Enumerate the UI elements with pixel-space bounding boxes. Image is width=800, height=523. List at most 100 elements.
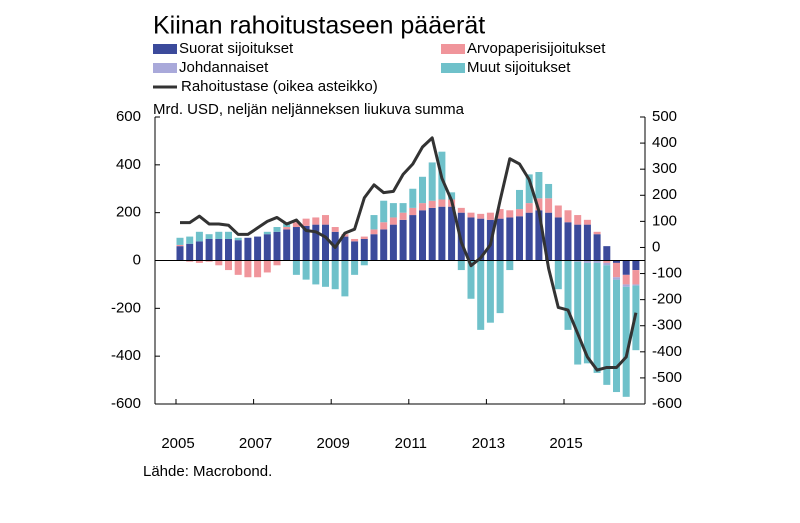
bar-segment	[399, 212, 407, 220]
bar-segment	[583, 219, 591, 225]
bar-segment	[225, 260, 232, 271]
bar-segment	[535, 172, 543, 199]
bar-segment	[360, 260, 368, 266]
bar-segment	[516, 189, 523, 210]
bar-segment	[360, 238, 368, 261]
bar-segment	[215, 260, 223, 266]
y2-tick-label: 0	[652, 238, 660, 255]
y2-tick-label: -100	[652, 265, 682, 282]
y-tick-label: -200	[111, 299, 141, 316]
y2-tick-label: -600	[652, 395, 682, 412]
chart-title: Kiinan rahoitustaseen pääerät	[153, 12, 485, 40]
bar-segment	[380, 229, 388, 261]
bar-segment	[632, 284, 640, 286]
bar-segment	[322, 215, 329, 225]
bar-segment	[215, 238, 223, 261]
bar-segment	[603, 262, 611, 266]
bar-segment	[603, 265, 611, 385]
x-tick-label: 2009	[317, 435, 350, 452]
bar-segment	[195, 231, 203, 242]
bar-segment	[438, 199, 446, 207]
bar-segment	[496, 218, 504, 261]
bar-segment	[351, 260, 359, 275]
bar-segment	[380, 222, 388, 230]
bar-segment	[554, 217, 562, 261]
bar-segment	[545, 198, 553, 213]
bar-segment	[583, 224, 591, 261]
bar-segment	[244, 260, 252, 278]
y-tick-label: 400	[116, 156, 141, 173]
bar-segment	[525, 203, 533, 213]
bar-segment	[467, 260, 475, 299]
bar-segment	[486, 212, 494, 220]
bar-segment	[564, 260, 572, 330]
bar-segment	[292, 227, 300, 261]
bar-segment	[622, 274, 630, 285]
bar-segment	[477, 213, 485, 219]
bar-segment	[225, 238, 232, 261]
bar-segment	[457, 260, 465, 271]
bar-segment	[244, 237, 252, 261]
bar-segment	[574, 261, 582, 365]
bar-segment	[574, 260, 582, 262]
bar-segment	[263, 260, 271, 273]
bar-segment	[535, 198, 543, 211]
bar-segment	[467, 212, 475, 218]
bar-segment	[477, 218, 485, 261]
bar-segment	[302, 260, 310, 280]
bar-segment	[516, 209, 523, 217]
bar-segment	[506, 260, 514, 271]
bar-segment	[283, 227, 291, 230]
bar-segment	[428, 200, 436, 208]
y-tick-label: 0	[133, 251, 141, 268]
bar-segment	[254, 236, 262, 261]
y2-tick-label: 200	[652, 186, 677, 203]
bar-segment	[564, 222, 572, 261]
bar-segment	[545, 183, 553, 199]
legend-label: Muut sijoitukset	[467, 59, 571, 76]
bar-segment	[554, 260, 562, 290]
bar-segment	[273, 227, 281, 232]
bar-segment	[409, 215, 417, 261]
bar-segment	[234, 237, 242, 241]
bar-segment	[370, 215, 378, 230]
legend-swatch	[441, 44, 465, 54]
y2-tick-label: -500	[652, 369, 682, 386]
x-tick-label: 2015	[549, 435, 582, 452]
bar-segment	[389, 224, 397, 261]
bar-segment	[234, 240, 242, 261]
bar-segment	[312, 224, 320, 261]
x-tick-label: 2013	[472, 435, 505, 452]
bar-segment	[370, 229, 378, 235]
bar-segment	[380, 200, 388, 223]
legend-swatch	[153, 44, 177, 54]
y-tick-label: 200	[116, 204, 141, 221]
bar-segment	[254, 260, 262, 278]
bar-segment	[603, 260, 611, 263]
y-tick-label: -400	[111, 347, 141, 364]
bar-segment	[302, 218, 310, 226]
line	[180, 136, 638, 372]
legend-label: Suorat sijoitukset	[179, 40, 294, 57]
bar-segment	[389, 203, 397, 218]
y2-tick-label: -400	[652, 343, 682, 360]
bar-segment	[554, 205, 562, 218]
y2-tick-label: -200	[652, 291, 682, 308]
bar-segment	[263, 231, 271, 235]
bar-segment	[302, 225, 310, 261]
bar-segment	[593, 231, 601, 235]
bar-segment	[535, 210, 543, 261]
bar-segment	[574, 224, 582, 261]
bar-segment	[263, 234, 271, 261]
bar-segment	[593, 260, 601, 263]
bar-segment	[613, 277, 620, 280]
bar-segment	[419, 176, 426, 204]
bar-segment	[525, 174, 533, 204]
bar-segment	[205, 238, 213, 261]
bar-segment	[486, 260, 494, 323]
bar-segment	[622, 284, 630, 287]
bar-segment	[448, 192, 456, 200]
bar-segment	[419, 210, 426, 261]
y-tick-label: -600	[111, 395, 141, 412]
bar-segment	[525, 212, 533, 261]
